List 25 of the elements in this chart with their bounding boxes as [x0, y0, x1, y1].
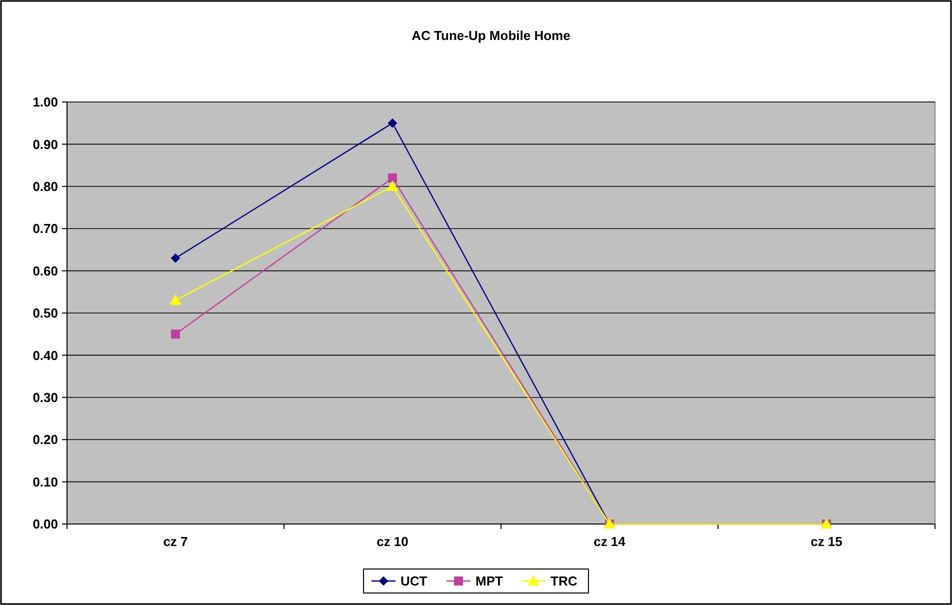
y-tick-label: 0.60: [32, 263, 58, 278]
y-tick-label: 0.80: [32, 178, 58, 194]
legend-label: UCT: [400, 574, 428, 589]
point: [387, 180, 398, 191]
point: [171, 254, 180, 263]
point: [388, 118, 397, 128]
point: [170, 294, 181, 305]
legend-label: MPT: [476, 574, 503, 589]
y-tick-label: 0.70: [32, 221, 58, 236]
x-tick-label: cz 10: [376, 534, 408, 549]
legend-label: TRC: [550, 574, 578, 589]
y-tick-label: 0.90: [32, 136, 58, 152]
x-tick-label: cz 7: [163, 534, 188, 549]
y-tick-label: 0.20: [32, 432, 58, 448]
x-tick-label: cz 14: [594, 534, 626, 549]
y-tick-label: 0.40: [32, 348, 58, 363]
point: [171, 330, 180, 339]
y-tick-label: 0.10: [32, 474, 58, 490]
point: [388, 173, 397, 182]
y-tick-label: 0.50: [32, 306, 58, 321]
x-tick-label: cz 15: [810, 534, 842, 549]
y-tick-label: 1.00: [32, 94, 58, 110]
y-tick-label: 0.00: [32, 516, 58, 532]
chart-title: AC Tune-Up Mobile Home: [412, 28, 570, 43]
y-tick-label: 0.30: [32, 390, 58, 405]
